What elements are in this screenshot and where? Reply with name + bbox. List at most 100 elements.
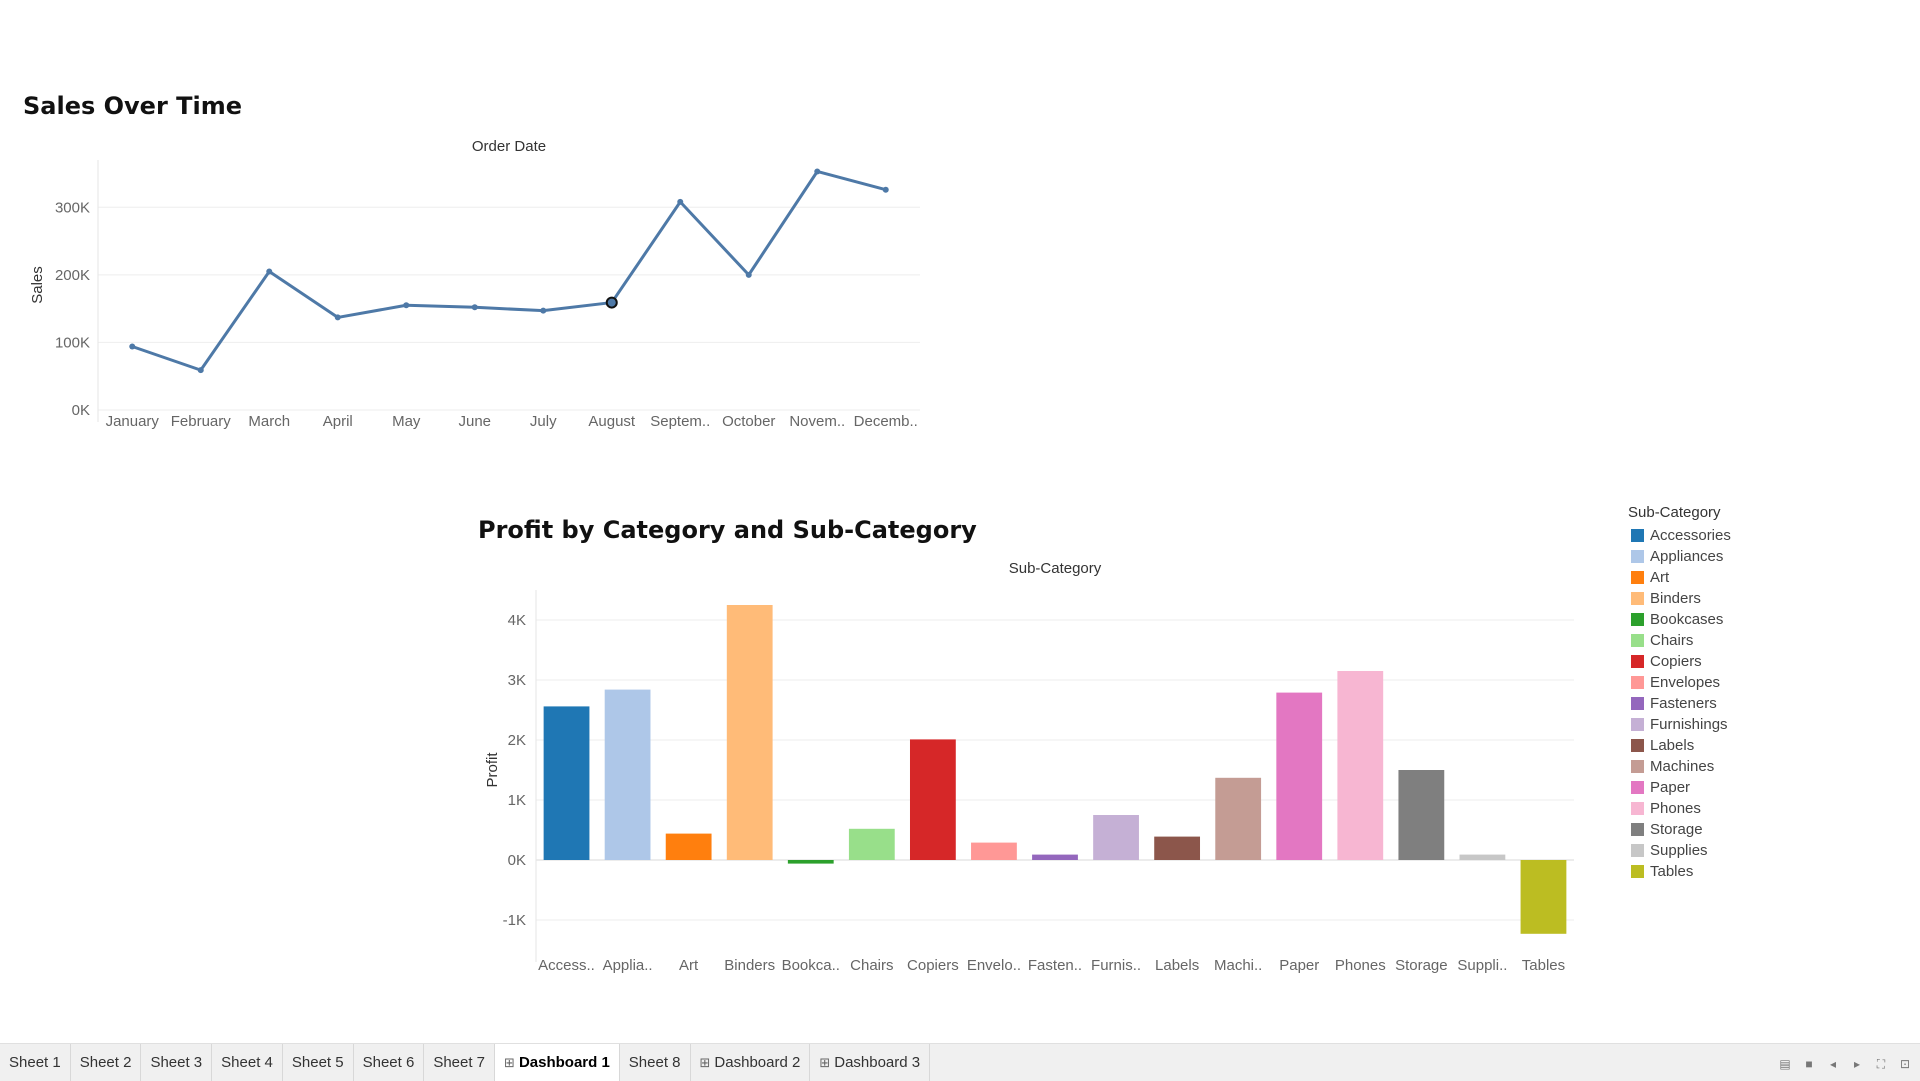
tab-label: Sheet 2	[79, 1054, 132, 1071]
line-x-tick-label: February	[171, 413, 232, 430]
bar-tables[interactable]	[1520, 860, 1567, 934]
next-icon[interactable]: ▸	[1853, 1057, 1861, 1071]
bar-fasteners[interactable]	[1032, 854, 1078, 860]
tab-sheet-1[interactable]: Sheet 1	[0, 1044, 71, 1081]
legend-label: Envelopes	[1650, 674, 1721, 691]
legend-item-furnishings[interactable]: Furnishings	[1628, 714, 1731, 735]
sales-point[interactable]	[129, 343, 136, 350]
dashboard-icon: ⊞	[819, 1054, 831, 1070]
legend-label: Storage	[1650, 821, 1703, 838]
bar-envelopes[interactable]	[971, 842, 1017, 860]
tab-dashboard-3[interactable]: ⊞ Dashboard 3	[810, 1044, 931, 1081]
tab-sheet-7[interactable]: Sheet 7	[424, 1044, 496, 1081]
line-x-tick-label: May	[392, 413, 421, 430]
legend-label: Tables	[1650, 863, 1694, 880]
legend-label: Furnishings	[1650, 716, 1728, 733]
bar-chairs[interactable]	[848, 828, 895, 860]
legend-item-supplies[interactable]: Supplies	[1628, 840, 1731, 861]
sales-series-line[interactable]	[131, 169, 887, 372]
legend-item-binders[interactable]: Binders	[1628, 588, 1731, 609]
tab-sheet-2[interactable]: Sheet 2	[71, 1044, 142, 1081]
tab-sheet-8[interactable]: Sheet 8	[620, 1044, 691, 1081]
line-x-tick-label: June	[458, 413, 491, 430]
sales-point[interactable]	[540, 307, 547, 314]
legend-label: Supplies	[1650, 842, 1708, 859]
legend-item-appliances[interactable]: Appliances	[1628, 546, 1731, 567]
bar-copiers[interactable]	[909, 739, 956, 860]
tab-sheet-4[interactable]: Sheet 4	[212, 1044, 283, 1081]
sub-category-legend[interactable]: Sub-Category Accessories Appliances Art Bin…	[1628, 504, 1731, 882]
bar-appliances[interactable]	[604, 689, 651, 860]
legend-swatch	[1631, 739, 1644, 752]
legend-item-copiers[interactable]: Copiers	[1628, 651, 1731, 672]
bar-y-tick-label: 3K	[508, 672, 526, 689]
tab-dashboard-1[interactable]: ⊞ Dashboard 1	[495, 1044, 620, 1081]
bar-accessories[interactable]	[543, 706, 590, 860]
legend-label: Paper	[1650, 779, 1691, 796]
sales-point[interactable]	[677, 198, 684, 205]
tab-sheet-3[interactable]: Sheet 3	[141, 1044, 213, 1081]
bar-supplies[interactable]	[1459, 854, 1506, 860]
bar-storage[interactable]	[1398, 770, 1445, 860]
legend-item-chairs[interactable]: Chairs	[1628, 630, 1731, 651]
fit-screen-icon[interactable]: ⛶	[1876, 1057, 1886, 1071]
dashboard-icon: ⊞	[699, 1054, 711, 1070]
legend-item-phones[interactable]: Phones	[1628, 798, 1731, 819]
bar-paper[interactable]	[1276, 692, 1323, 860]
legend-item-tables[interactable]: Tables	[1628, 861, 1731, 882]
bar-x-tick-label: Labels	[1155, 957, 1199, 974]
line-x-tick-label: April	[323, 413, 353, 430]
tab-label: Sheet 8	[628, 1054, 681, 1071]
previous-icon[interactable]: ◂	[1829, 1057, 1837, 1071]
legend-label: Bookcases	[1650, 611, 1724, 628]
legend-item-labels[interactable]: Labels	[1628, 735, 1731, 756]
bar-y-tick-label: 0K	[508, 852, 526, 869]
bar-x-tick-label: Bookca..	[782, 957, 840, 974]
tab-sheet-6[interactable]: Sheet 6	[354, 1044, 425, 1081]
sales-point[interactable]	[334, 314, 341, 321]
bar-machines[interactable]	[1215, 777, 1262, 860]
film-strip-icon[interactable]: ■	[1805, 1057, 1813, 1071]
tab-label: Sheet 6	[362, 1054, 415, 1071]
legend-item-storage[interactable]: Storage	[1628, 819, 1731, 840]
legend-item-paper[interactable]: Paper	[1628, 777, 1731, 798]
line-chart-title: Sales Over Time	[23, 92, 243, 120]
bar-labels[interactable]	[1154, 836, 1201, 860]
legend-item-fasteners[interactable]: Fasteners	[1628, 693, 1731, 714]
bar-y-tick-label: 4K	[508, 612, 526, 629]
sales-line-chart[interactable]: Order Date Sales 0K 100K 200K 300K January Febr…	[0, 120, 940, 440]
legend-swatch	[1631, 655, 1644, 668]
bar-x-tick-label: Envelo..	[967, 957, 1021, 974]
bar-art[interactable]	[665, 833, 712, 860]
legend-item-accessories[interactable]: Accessories	[1628, 525, 1731, 546]
bar-phones[interactable]	[1337, 671, 1384, 860]
sales-point[interactable]	[745, 271, 752, 278]
legend-item-envelopes[interactable]: Envelopes	[1628, 672, 1731, 693]
sales-point-highlighted[interactable]	[605, 296, 618, 309]
bar-furnishings[interactable]	[1093, 815, 1139, 860]
sales-point[interactable]	[197, 367, 204, 374]
legend-label: Art	[1650, 569, 1670, 586]
tab-dashboard-2[interactable]: ⊞ Dashboard 2	[691, 1044, 811, 1081]
presentation-icon[interactable]: ⊡	[1899, 1057, 1911, 1071]
legend-item-machines[interactable]: Machines	[1628, 756, 1731, 777]
legend-item-bookcases[interactable]: Bookcases	[1628, 609, 1731, 630]
legend-label: Chairs	[1650, 632, 1694, 649]
bar-x-header: Sub-Category	[1009, 560, 1102, 577]
sales-point[interactable]	[403, 302, 410, 309]
tab-sheet-5[interactable]: Sheet 5	[283, 1044, 354, 1081]
bar-x-tick-label: Suppli..	[1457, 957, 1507, 974]
legend-label: Labels	[1650, 737, 1695, 754]
sales-point[interactable]	[471, 304, 478, 311]
legend-swatch	[1631, 529, 1644, 542]
tab-label: Sheet 3	[150, 1054, 203, 1071]
bar-x-tick-label: Access..	[538, 957, 595, 974]
bar-binders[interactable]	[726, 605, 773, 860]
grid-view-icon[interactable]: ▤	[1779, 1057, 1791, 1071]
profit-bar-chart[interactable]: Sub-Category Profit -1K 0K 1K 2K 3K 4K Access.. A…	[470, 550, 1590, 990]
bar-bookcases[interactable]	[787, 860, 834, 864]
sales-point[interactable]	[814, 168, 821, 175]
legend-item-art[interactable]: Art	[1628, 567, 1731, 588]
sales-point[interactable]	[266, 268, 273, 275]
sales-point[interactable]	[882, 186, 889, 193]
